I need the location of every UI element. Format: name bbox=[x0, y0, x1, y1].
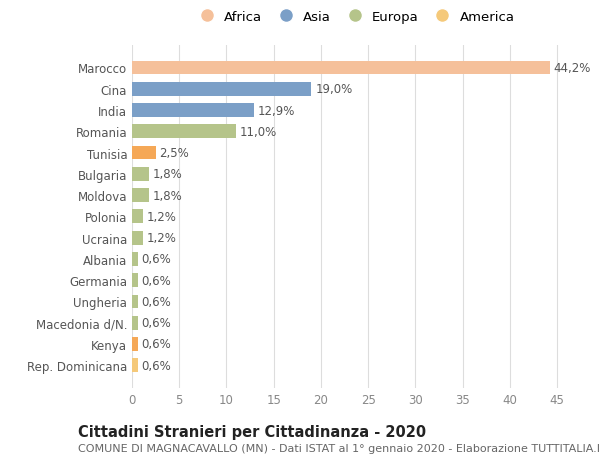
Text: 2,5%: 2,5% bbox=[160, 147, 189, 160]
Text: 0,6%: 0,6% bbox=[142, 295, 171, 308]
Text: 19,0%: 19,0% bbox=[315, 83, 353, 96]
Text: 12,9%: 12,9% bbox=[257, 104, 295, 117]
Text: Cittadini Stranieri per Cittadinanza - 2020: Cittadini Stranieri per Cittadinanza - 2… bbox=[78, 425, 426, 440]
Text: 0,6%: 0,6% bbox=[142, 359, 171, 372]
Text: 11,0%: 11,0% bbox=[239, 125, 277, 139]
Text: 1,2%: 1,2% bbox=[147, 210, 177, 224]
Bar bbox=[132, 252, 137, 266]
Bar bbox=[132, 358, 137, 372]
Text: 44,2%: 44,2% bbox=[553, 62, 591, 75]
Text: 1,8%: 1,8% bbox=[153, 189, 182, 202]
Text: COMUNE DI MAGNACAVALLO (MN) - Dati ISTAT al 1° gennaio 2020 - Elaborazione TUTTI: COMUNE DI MAGNACAVALLO (MN) - Dati ISTAT… bbox=[78, 443, 600, 453]
Bar bbox=[132, 210, 143, 224]
Text: 0,6%: 0,6% bbox=[142, 253, 171, 266]
Text: 1,2%: 1,2% bbox=[147, 232, 177, 245]
Bar bbox=[132, 189, 149, 202]
Bar bbox=[132, 104, 254, 118]
Bar bbox=[132, 168, 149, 181]
Bar bbox=[132, 337, 137, 351]
Bar bbox=[132, 295, 137, 308]
Text: 0,6%: 0,6% bbox=[142, 338, 171, 351]
Text: 0,6%: 0,6% bbox=[142, 317, 171, 330]
Bar bbox=[132, 83, 311, 96]
Bar bbox=[132, 125, 236, 139]
Bar bbox=[132, 231, 143, 245]
Bar bbox=[132, 62, 550, 75]
Legend: Africa, Asia, Europa, America: Africa, Asia, Europa, America bbox=[191, 8, 517, 26]
Bar bbox=[132, 316, 137, 330]
Bar bbox=[132, 274, 137, 287]
Text: 0,6%: 0,6% bbox=[142, 274, 171, 287]
Bar bbox=[132, 146, 155, 160]
Text: 1,8%: 1,8% bbox=[153, 168, 182, 181]
